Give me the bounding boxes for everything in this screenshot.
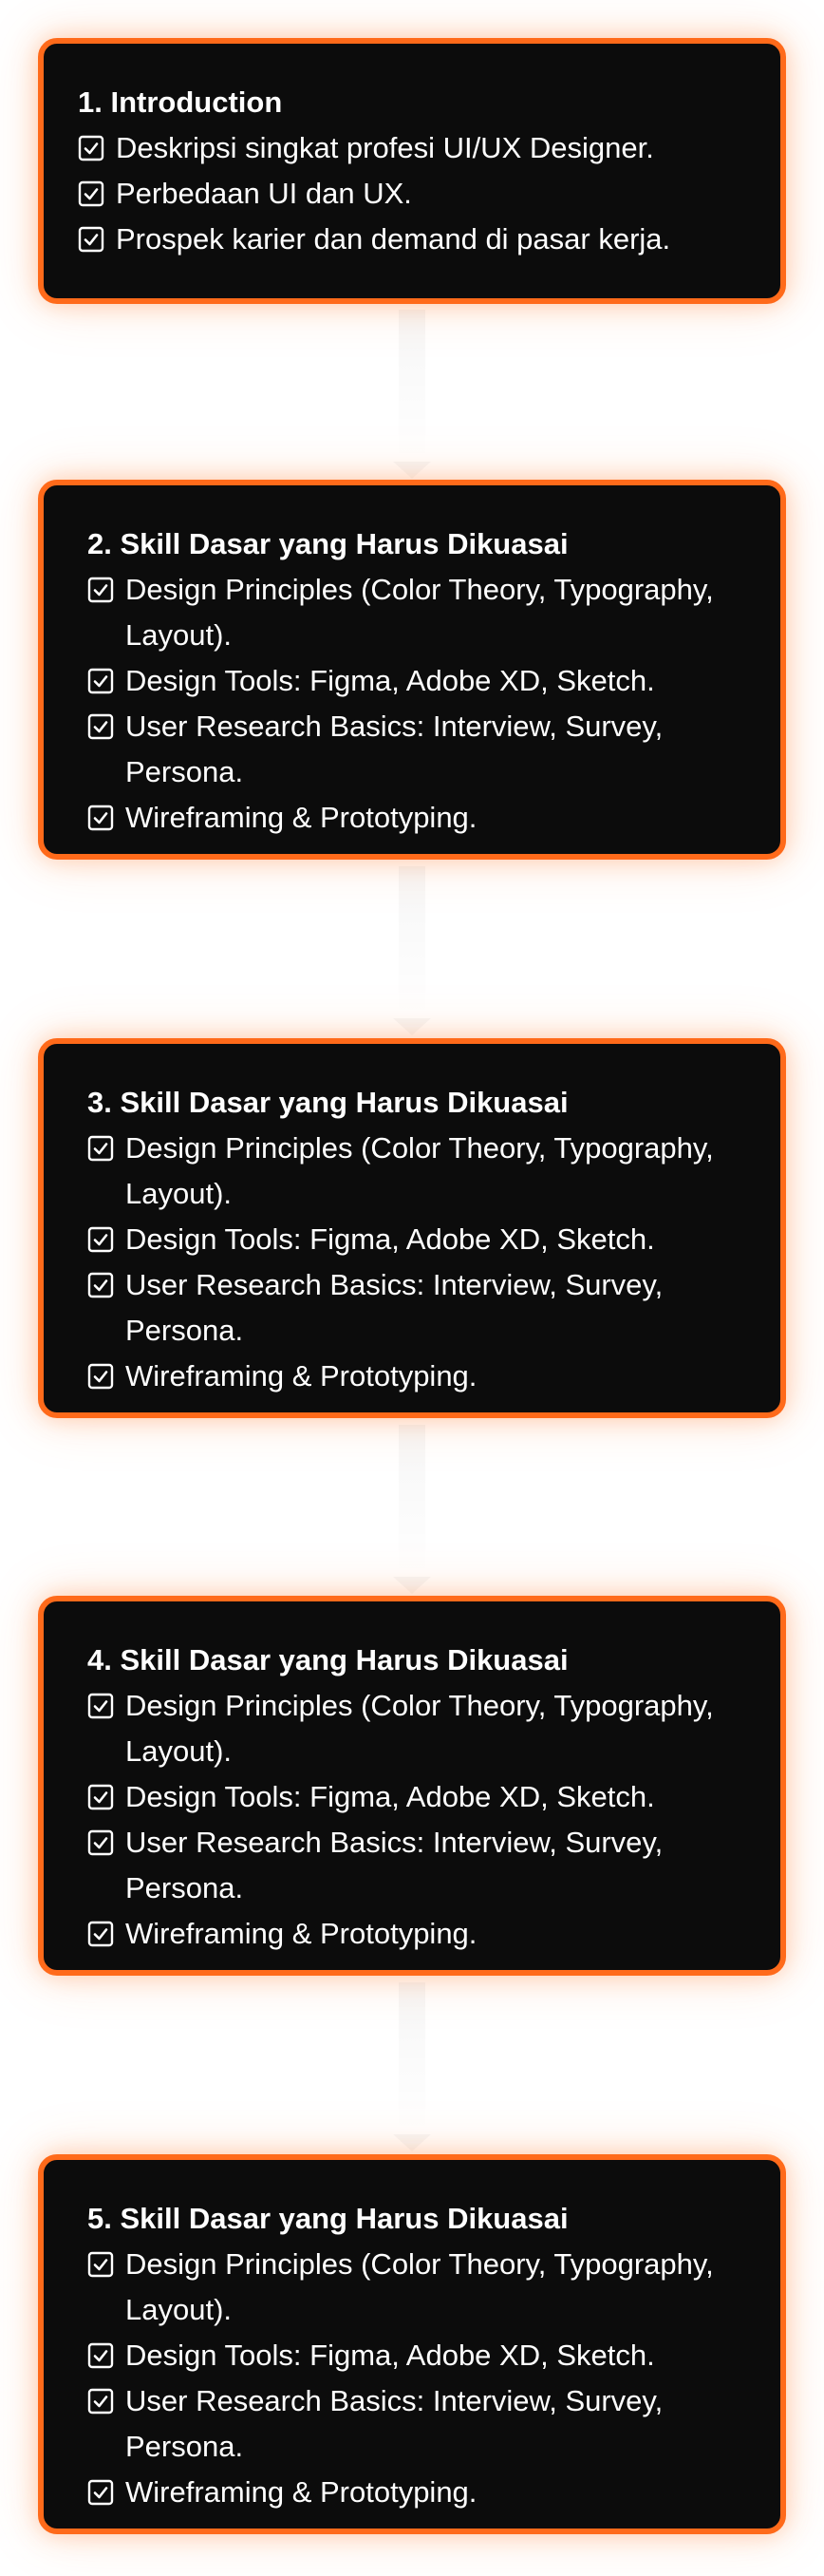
- checklist-item-text: User Research Basics: Interview, Survey,…: [125, 2384, 664, 2463]
- checklist-item: Design Tools: Figma, Adobe XD, Sketch.: [87, 658, 780, 704]
- section-card-skill-dasar: 2. Skill Dasar yang Harus Dikuasai Desig…: [38, 480, 786, 860]
- checklist: Design Principles (Color Theory, Typogra…: [87, 567, 780, 841]
- checklist-item-text: User Research Basics: Interview, Survey,…: [125, 1826, 664, 1904]
- checklist-item: User Research Basics: Interview, Survey,…: [87, 1262, 780, 1354]
- checklist-item: Design Principles (Color Theory, Typogra…: [87, 567, 780, 658]
- checklist-item-text: Design Tools: Figma, Adobe XD, Sketch.: [125, 2339, 655, 2372]
- section-card-introduction: 1. Introduction Deskripsi singkat profes…: [38, 38, 786, 304]
- checklist-item: User Research Basics: Interview, Survey,…: [87, 1820, 780, 1911]
- checklist-item-text: Design Tools: Figma, Adobe XD, Sketch.: [125, 1780, 655, 1813]
- checkbox-checked-icon: [87, 2342, 114, 2369]
- checkbox-checked-icon: [87, 2251, 114, 2278]
- checkbox-checked-icon: [87, 2388, 114, 2415]
- checkbox-checked-icon: [87, 805, 114, 831]
- card-title: 3. Skill Dasar yang Harus Dikuasai: [87, 1086, 569, 1119]
- checklist: Design Principles (Color Theory, Typogra…: [87, 1683, 780, 1957]
- checklist-item-text: User Research Basics: Interview, Survey,…: [125, 710, 664, 788]
- checklist-item-text: Design Tools: Figma, Adobe XD, Sketch.: [125, 1222, 655, 1256]
- card-title: 5. Skill Dasar yang Harus Dikuasai: [87, 2202, 569, 2235]
- card-title: 1. Introduction: [78, 85, 283, 119]
- checklist-item-text: Deskripsi singkat profesi UI/UX Designer…: [116, 131, 654, 164]
- checklist-item-text: Wireframing & Prototyping.: [125, 801, 478, 834]
- checklist-item: Wireframing & Prototyping.: [87, 1354, 780, 1399]
- checkbox-checked-icon: [87, 1226, 114, 1253]
- checklist-item: Design Principles (Color Theory, Typogra…: [87, 1683, 780, 1774]
- checkbox-checked-icon: [87, 713, 114, 740]
- checklist-item: Wireframing & Prototyping.: [87, 2470, 780, 2515]
- checkbox-checked-icon: [87, 1135, 114, 1162]
- card-title: 2. Skill Dasar yang Harus Dikuasai: [87, 527, 569, 560]
- checklist-item: Design Tools: Figma, Adobe XD, Sketch.: [87, 2333, 780, 2378]
- card-connector: [399, 1425, 425, 1577]
- checklist-item-text: Perbedaan UI dan UX.: [116, 177, 412, 210]
- checkbox-checked-icon: [87, 1921, 114, 1947]
- section-card-skill-dasar: 4. Skill Dasar yang Harus Dikuasai Desig…: [38, 1596, 786, 1976]
- checkbox-checked-icon: [87, 577, 114, 603]
- checkbox-checked-icon: [87, 2479, 114, 2506]
- checklist-item-text: Design Principles (Color Theory, Typogra…: [125, 573, 714, 652]
- section-card-skill-dasar: 5. Skill Dasar yang Harus Dikuasai Desig…: [38, 2154, 786, 2534]
- checkbox-checked-icon: [87, 1363, 114, 1390]
- checklist-item-text: Wireframing & Prototyping.: [125, 2475, 478, 2509]
- checklist-item: User Research Basics: Interview, Survey,…: [87, 704, 780, 795]
- checklist-item-text: Design Tools: Figma, Adobe XD, Sketch.: [125, 664, 655, 697]
- checklist-item: Design Principles (Color Theory, Typogra…: [87, 1126, 780, 1217]
- checkbox-checked-icon: [87, 1272, 114, 1298]
- checklist-item: Design Tools: Figma, Adobe XD, Sketch.: [87, 1774, 780, 1820]
- checklist-item: Wireframing & Prototyping.: [87, 1911, 780, 1957]
- checklist-item: Design Tools: Figma, Adobe XD, Sketch.: [87, 1217, 780, 1262]
- checklist: Design Principles (Color Theory, Typogra…: [87, 1126, 780, 1399]
- checkbox-checked-icon: [78, 226, 104, 253]
- checklist-item: Perbedaan UI dan UX.: [78, 171, 780, 217]
- checklist-item: Wireframing & Prototyping.: [87, 795, 780, 841]
- checkbox-checked-icon: [87, 1784, 114, 1810]
- card-title: 4. Skill Dasar yang Harus Dikuasai: [87, 1643, 569, 1676]
- checkbox-checked-icon: [87, 1693, 114, 1719]
- checklist: Deskripsi singkat profesi UI/UX Designer…: [78, 125, 780, 262]
- card-connector: [399, 1982, 425, 2134]
- checklist-item-text: Design Principles (Color Theory, Typogra…: [125, 1131, 714, 1210]
- checklist-item-text: Prospek karier dan demand di pasar kerja…: [116, 222, 671, 256]
- section-card-skill-dasar: 3. Skill Dasar yang Harus Dikuasai Desig…: [38, 1038, 786, 1418]
- checklist-item: Deskripsi singkat profesi UI/UX Designer…: [78, 125, 780, 171]
- card-connector: [399, 310, 425, 462]
- checklist-item: Design Principles (Color Theory, Typogra…: [87, 2242, 780, 2333]
- checklist-item: User Research Basics: Interview, Survey,…: [87, 2378, 780, 2470]
- checkbox-checked-icon: [87, 668, 114, 694]
- checklist-item-text: User Research Basics: Interview, Survey,…: [125, 1268, 664, 1347]
- checklist-item-text: Wireframing & Prototyping.: [125, 1917, 478, 1950]
- checkbox-checked-icon: [87, 1829, 114, 1856]
- card-connector: [399, 866, 425, 1018]
- checklist-item-text: Design Principles (Color Theory, Typogra…: [125, 1689, 714, 1768]
- checklist-item-text: Design Principles (Color Theory, Typogra…: [125, 2247, 714, 2326]
- checklist: Design Principles (Color Theory, Typogra…: [87, 2242, 780, 2515]
- checkbox-checked-icon: [78, 135, 104, 161]
- checkbox-checked-icon: [78, 180, 104, 207]
- checklist-item: Prospek karier dan demand di pasar kerja…: [78, 217, 780, 262]
- checklist-item-text: Wireframing & Prototyping.: [125, 1359, 478, 1392]
